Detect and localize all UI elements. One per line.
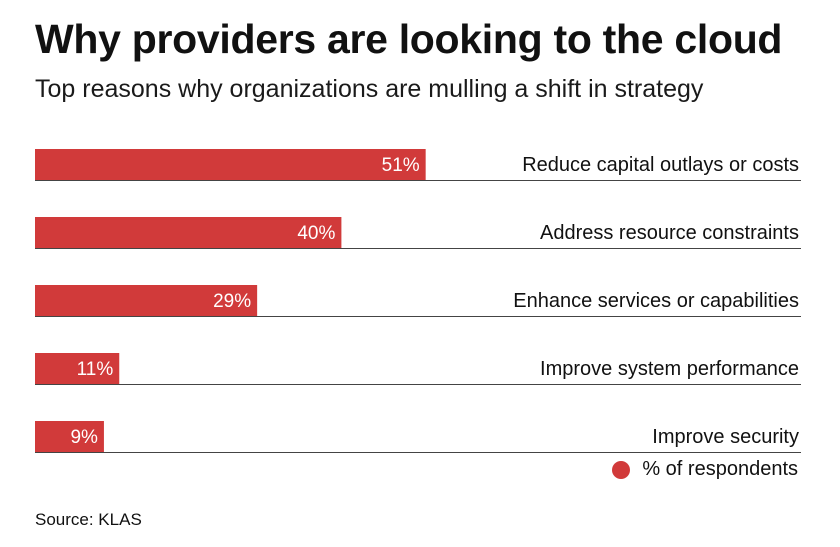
bar-value-label: 9% <box>70 427 98 448</box>
category-label: Improve security <box>652 426 799 448</box>
category-label: Enhance services or capabilities <box>513 290 799 312</box>
source-note: Source: KLAS <box>35 510 142 529</box>
bar-value-label: 11% <box>77 359 114 380</box>
chart-title: Why providers are looking to the cloud <box>35 16 783 62</box>
legend: % of respondents <box>612 458 798 481</box>
bar-row: 29% Enhance services or capabilities <box>35 285 801 317</box>
bar-row: 9% Improve security <box>35 421 801 453</box>
bar <box>35 285 258 316</box>
bar-row: 40% Address resource constraints <box>35 217 801 249</box>
category-label: Improve system performance <box>540 358 799 380</box>
chart-subtitle: Top reasons why organizations are mullin… <box>35 75 704 103</box>
bar <box>35 421 104 452</box>
legend-swatch <box>612 460 631 479</box>
bar-value-label: 40% <box>297 223 335 244</box>
bar <box>35 353 120 384</box>
bar-value-label: 29% <box>213 291 251 312</box>
legend-label: % of respondents <box>642 458 798 480</box>
bar <box>35 217 342 248</box>
bar-row: 11% Improve system performance <box>35 353 801 385</box>
bar <box>35 149 426 180</box>
category-label: Reduce capital outlays or costs <box>522 154 799 176</box>
bar-value-label: 51% <box>382 155 420 176</box>
bar-row: 51% Reduce capital outlays or costs <box>35 149 801 181</box>
category-label: Address resource constraints <box>540 222 799 244</box>
